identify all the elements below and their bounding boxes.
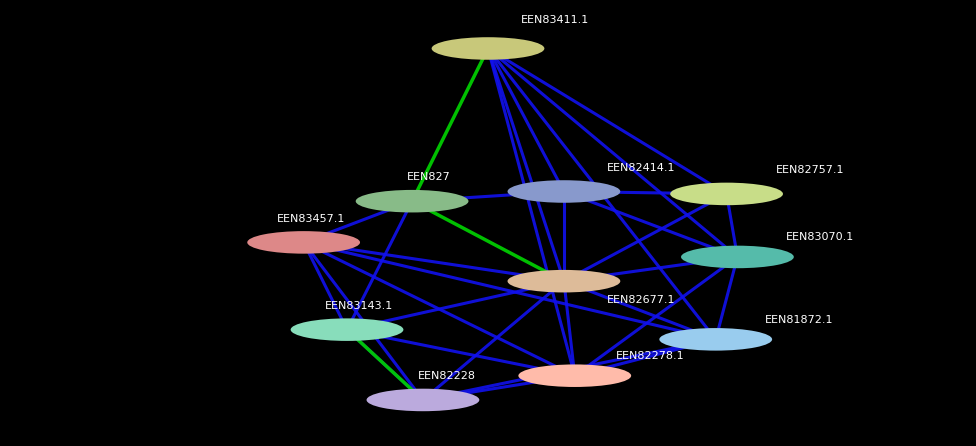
Text: EEN82414.1: EEN82414.1 (607, 163, 675, 173)
Text: EEN83457.1: EEN83457.1 (276, 214, 345, 224)
Text: EEN83143.1: EEN83143.1 (325, 301, 393, 311)
Text: EEN82278.1: EEN82278.1 (616, 351, 684, 361)
Text: EEN82757.1: EEN82757.1 (775, 165, 844, 175)
Ellipse shape (518, 364, 631, 387)
Ellipse shape (291, 318, 403, 341)
Ellipse shape (247, 231, 360, 254)
Ellipse shape (431, 37, 545, 60)
Ellipse shape (671, 183, 783, 205)
Text: EEN82228: EEN82228 (418, 371, 475, 380)
Text: EEN827: EEN827 (407, 172, 450, 182)
Text: EEN82677.1: EEN82677.1 (607, 295, 675, 306)
Ellipse shape (660, 328, 772, 351)
Ellipse shape (508, 270, 621, 293)
Text: EEN83070.1: EEN83070.1 (787, 232, 854, 242)
Ellipse shape (355, 190, 468, 212)
Text: EEN83411.1: EEN83411.1 (520, 15, 589, 25)
Text: EEN81872.1: EEN81872.1 (764, 315, 834, 325)
Ellipse shape (508, 180, 621, 203)
Ellipse shape (367, 388, 479, 411)
Ellipse shape (681, 246, 793, 268)
